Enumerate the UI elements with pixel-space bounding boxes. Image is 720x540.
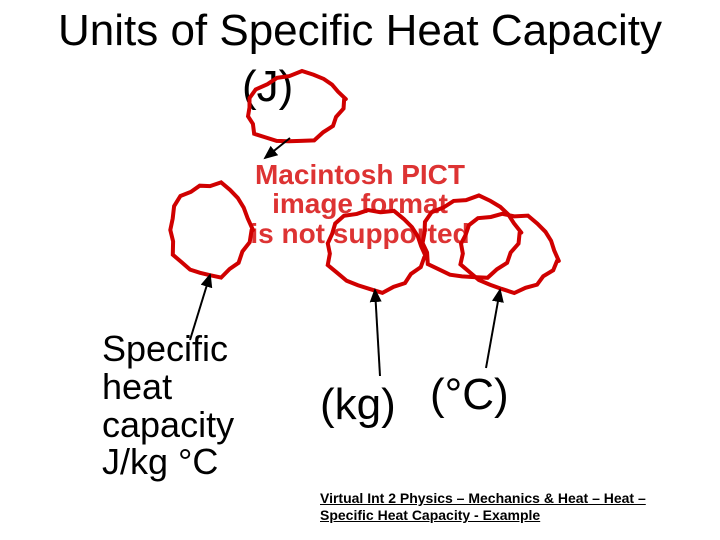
annotation-arrow: [265, 138, 290, 158]
pict-error-text: Macintosh PICT image format is not suppo…: [190, 160, 530, 248]
footer-line-1: Virtual Int 2 Physics – Mechanics & Heat…: [320, 490, 646, 506]
error-line-1: Macintosh PICT: [190, 160, 530, 189]
annotation-arrow: [486, 290, 500, 368]
shc-line-4: J/kg °C: [102, 443, 302, 481]
footer-link[interactable]: Virtual Int 2 Physics – Mechanics & Heat…: [320, 490, 700, 524]
error-line-2: image format: [190, 189, 530, 218]
error-line-3: is not supported: [190, 219, 530, 248]
slide-title: Units of Specific Heat Capacity: [0, 8, 720, 54]
unit-celsius: (°C): [430, 370, 509, 420]
footer-line-2: Specific Heat Capacity - Example: [320, 507, 540, 523]
shc-line-3: capacity: [102, 406, 302, 444]
specific-heat-capacity-label: Specific heat capacity J/kg °C: [102, 330, 302, 481]
unit-joules: (J): [242, 62, 293, 112]
shc-line-2: heat: [102, 368, 302, 406]
shc-line-1: Specific: [102, 330, 302, 368]
unit-kilogram: (kg): [320, 380, 396, 430]
annotation-arrow: [375, 290, 380, 376]
